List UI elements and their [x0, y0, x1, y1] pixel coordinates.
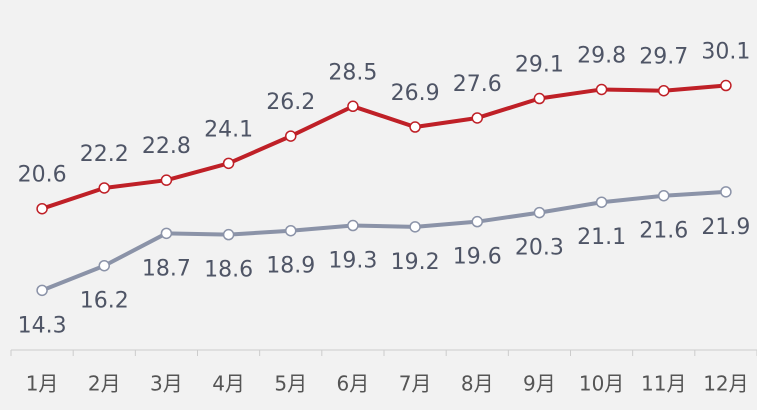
data-label: 26.2 — [266, 90, 315, 115]
data-label: 18.9 — [266, 254, 315, 279]
data-label: 27.6 — [453, 72, 502, 97]
point — [222, 228, 235, 241]
point — [533, 92, 546, 105]
data-label: 16.2 — [80, 289, 129, 314]
data-label: 21.9 — [701, 215, 750, 240]
x-tick-label: 7月 — [399, 372, 432, 396]
point — [347, 100, 359, 113]
x-tick-label: 6月 — [337, 372, 370, 396]
point — [160, 227, 173, 240]
point — [533, 206, 546, 219]
data-label: 19.6 — [453, 245, 502, 270]
point — [36, 284, 48, 297]
point — [98, 182, 110, 194]
data-label: 22.2 — [80, 142, 129, 167]
x-tick-label: 4月 — [212, 372, 245, 396]
data-label: 19.2 — [391, 250, 440, 275]
x-tick-label: 9月 — [523, 372, 556, 396]
series-line — [41, 83, 727, 211]
point — [98, 259, 110, 272]
point — [658, 189, 670, 202]
data-label: 28.5 — [328, 60, 377, 85]
data-label: 26.9 — [391, 81, 440, 106]
data-label: 14.3 — [18, 313, 67, 338]
x-tick-label: 2月 — [88, 372, 121, 396]
point — [36, 202, 48, 215]
x-tick-label: 1月 — [26, 372, 59, 396]
point — [285, 130, 297, 142]
point — [720, 186, 732, 198]
point — [347, 219, 359, 232]
data-label: 21.6 — [639, 219, 688, 244]
series-line — [41, 189, 727, 293]
point — [409, 121, 421, 133]
data-label: 22.8 — [142, 134, 191, 159]
x-tick-label: 10月 — [579, 372, 624, 396]
point — [595, 196, 608, 208]
data-label: 24.1 — [204, 117, 253, 142]
data-label: 29.7 — [639, 45, 688, 70]
data-label: 20.3 — [515, 236, 564, 261]
x-tick-label: 3月 — [150, 372, 183, 396]
data-label: 21.1 — [577, 225, 626, 250]
point — [222, 157, 235, 170]
data-label: 18.6 — [204, 258, 253, 283]
point — [160, 174, 173, 186]
data-label: 18.7 — [142, 256, 191, 281]
point — [720, 79, 732, 92]
data-label: 20.6 — [18, 163, 67, 188]
data-label: 30.1 — [701, 40, 750, 65]
data-label: 29.1 — [515, 53, 564, 78]
x-tick-label: 5月 — [274, 372, 307, 396]
point — [471, 215, 483, 228]
point — [595, 83, 608, 96]
x-tick-label: 8月 — [461, 372, 494, 396]
point — [471, 112, 483, 124]
x-tick-label: 12月 — [703, 372, 748, 396]
data-label: 19.3 — [328, 249, 377, 274]
data-label: 29.8 — [577, 43, 626, 68]
point — [658, 84, 670, 97]
x-tick-label: 11月 — [641, 372, 686, 396]
point — [285, 224, 297, 237]
point — [409, 221, 421, 233]
